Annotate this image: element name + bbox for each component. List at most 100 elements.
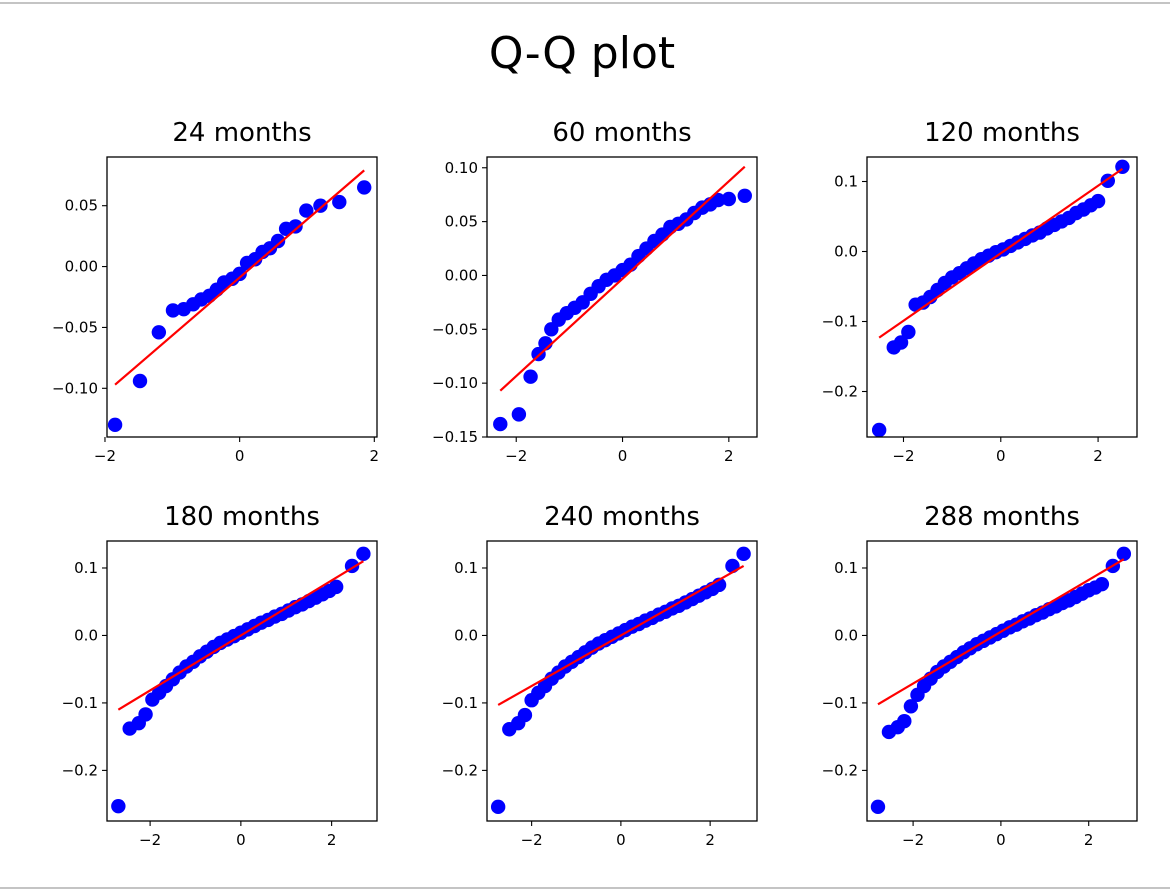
y-tick-label: 0.00 xyxy=(445,266,478,284)
data-point xyxy=(721,191,737,207)
y-tick-label: 0.1 xyxy=(454,559,478,577)
y-tick-label: −0.1 xyxy=(822,694,858,712)
y-tick-label: −0.05 xyxy=(52,318,98,336)
plot-area xyxy=(111,546,371,814)
subplot-5: 240 months −2 0 2 −0.2 −0.1 0.0 0.1 xyxy=(442,502,758,849)
plot-area xyxy=(871,159,1130,437)
data-point xyxy=(1116,546,1132,562)
data-point xyxy=(490,799,506,815)
data-point xyxy=(903,699,919,714)
data-point xyxy=(356,546,371,562)
plot-area xyxy=(493,165,752,432)
y-tick-label: 0.00 xyxy=(65,258,98,276)
data-point xyxy=(871,422,887,437)
y-tick-label: 0.0 xyxy=(74,626,98,644)
y-tick-label: 0.1 xyxy=(834,559,858,577)
data-point xyxy=(897,713,912,729)
y-tick-label: −0.15 xyxy=(432,428,478,446)
y-tick-label: −0.2 xyxy=(822,383,858,401)
y-tick-label: −0.2 xyxy=(822,761,858,779)
x-tick-label: 2 xyxy=(370,447,380,465)
data-point xyxy=(107,417,123,433)
data-point xyxy=(737,188,752,203)
y-tick-label: 0.1 xyxy=(74,559,98,577)
data-point xyxy=(151,325,167,340)
data-point xyxy=(517,707,533,723)
y-tick-label: −0.2 xyxy=(442,761,478,779)
x-tick-label: 0 xyxy=(235,447,245,465)
data-point xyxy=(1094,576,1110,592)
axes-frame xyxy=(106,156,378,438)
data-point xyxy=(313,198,328,213)
data-point xyxy=(138,707,153,722)
subplot-title: 240 months xyxy=(544,502,700,532)
data-point xyxy=(893,335,909,350)
x-tick-label: −2 xyxy=(505,447,527,465)
subplot-2: 60 months −2 0 2 −0.15 −0.10 −0.05 0.00 0.05 0.10 xyxy=(432,118,758,465)
y-tick-label: −0.1 xyxy=(822,313,858,331)
subplot-3: 120 months −2 0 2 −0.2 −0.1 0.0 0.1 xyxy=(822,118,1138,465)
x-tick-label: 2 xyxy=(1093,447,1103,465)
subplot-title: 180 months xyxy=(164,502,320,532)
subplot-1: 24 months −2 0 2 −0.10 −0.05 0.00 0.05 xyxy=(52,118,379,465)
data-point xyxy=(1090,193,1106,209)
y-tick-label: 0.05 xyxy=(65,197,98,215)
x-tick-label: −2 xyxy=(139,831,161,849)
plot-area xyxy=(107,169,372,433)
y-tick-label: −0.10 xyxy=(432,374,478,392)
subplot-4: 180 months −2 0 2 −0.2 −0.1 0.0 0.1 xyxy=(62,502,378,849)
data-point xyxy=(328,579,344,595)
axes-frame xyxy=(866,156,1138,438)
data-point xyxy=(901,324,916,340)
data-point xyxy=(299,203,314,218)
data-point xyxy=(288,219,303,234)
data-point xyxy=(711,192,726,208)
y-tick-label: −0.1 xyxy=(442,694,478,712)
x-tick-label: 0 xyxy=(616,831,626,849)
y-tick-label: −0.05 xyxy=(432,320,478,338)
x-tick-label: 2 xyxy=(327,831,337,849)
data-point xyxy=(725,558,740,574)
y-tick-label: 0.0 xyxy=(834,626,858,644)
y-tick-label: 0.1 xyxy=(834,173,858,191)
figure-title: Q-Q plot xyxy=(489,28,675,79)
axes-frame xyxy=(486,540,758,822)
y-tick-label: −0.10 xyxy=(52,379,98,397)
data-point xyxy=(111,798,126,814)
fit-line xyxy=(117,560,364,711)
x-tick-label: −2 xyxy=(94,447,116,465)
x-tick-label: 0 xyxy=(236,831,246,849)
y-tick-label: 0.10 xyxy=(445,159,478,177)
axes-frame xyxy=(106,540,378,822)
fit-line xyxy=(497,565,745,706)
data-point xyxy=(232,266,247,282)
data-point xyxy=(270,233,286,249)
data-point xyxy=(544,322,559,337)
fit-line xyxy=(114,169,365,386)
data-point xyxy=(870,799,886,815)
fit-line xyxy=(878,167,1124,339)
data-point xyxy=(736,546,751,562)
data-point xyxy=(332,194,347,210)
data-point xyxy=(511,407,527,422)
y-tick-label: 0.0 xyxy=(834,243,858,261)
x-tick-label: −2 xyxy=(521,831,543,849)
subplot-title: 60 months xyxy=(552,118,691,148)
x-tick-label: 2 xyxy=(1084,831,1094,849)
data-point xyxy=(523,369,538,384)
axes-frame xyxy=(866,540,1138,822)
x-tick-label: 0 xyxy=(996,831,1006,849)
plot-area xyxy=(490,546,751,815)
y-tick-label: −0.1 xyxy=(62,694,98,712)
y-tick-label: −0.2 xyxy=(62,761,98,779)
y-tick-label: 0.05 xyxy=(445,213,478,231)
x-tick-label: 2 xyxy=(705,831,715,849)
x-tick-label: 0 xyxy=(996,447,1006,465)
data-point xyxy=(132,373,148,389)
subplot-title: 120 months xyxy=(924,118,1080,148)
subplot-title: 288 months xyxy=(924,502,1080,532)
x-tick-label: −2 xyxy=(902,831,924,849)
